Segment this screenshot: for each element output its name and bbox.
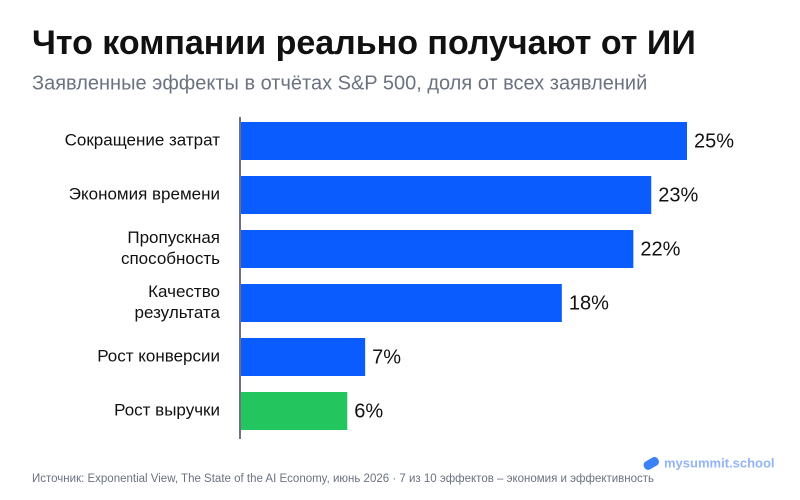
value-label: 23% <box>658 184 698 206</box>
bar <box>240 176 652 214</box>
chart-title: Что компании реально получают от ИИ <box>32 24 696 62</box>
category-label: Качество результата <box>135 282 221 322</box>
bar <box>240 338 366 376</box>
bar <box>240 122 687 160</box>
chart-subtitle: Заявленные эффекты в отчётах S&P 500, до… <box>32 72 647 94</box>
value-label: 18% <box>569 292 609 314</box>
bar <box>240 284 562 322</box>
value-label: 6% <box>354 400 383 422</box>
source-note: Источник: Exponential View, The State of… <box>32 473 654 485</box>
bar <box>240 392 348 430</box>
brand-logo: mysummit.school <box>643 455 775 470</box>
value-label: 7% <box>372 346 401 368</box>
category-label: Сокращение затрат <box>65 130 221 149</box>
value-label: 25% <box>694 130 734 152</box>
value-label: 22% <box>640 238 680 260</box>
category-label: Рост выручки <box>114 400 220 419</box>
logo-icon <box>643 457 659 470</box>
category-label: Экономия времени <box>69 184 220 203</box>
category-label: Пропускная способность <box>121 228 220 268</box>
category-label: Рост конверсии <box>97 346 220 365</box>
brand-text: mysummit.school <box>664 455 775 470</box>
bar <box>240 230 634 268</box>
